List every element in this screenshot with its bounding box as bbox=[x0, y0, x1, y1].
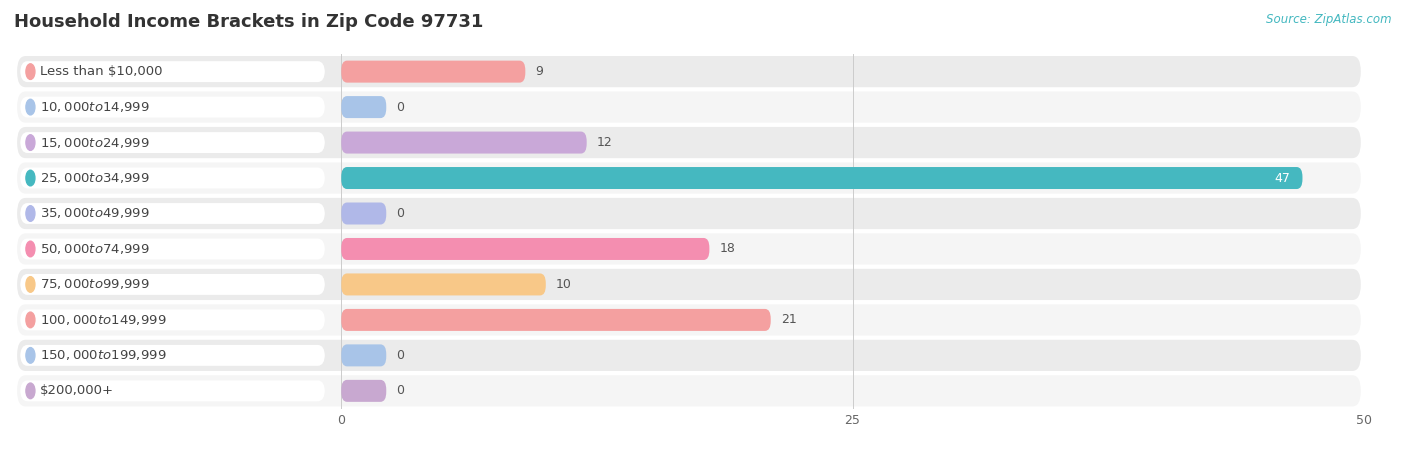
Text: $35,000 to $49,999: $35,000 to $49,999 bbox=[39, 207, 149, 220]
FancyBboxPatch shape bbox=[342, 309, 770, 331]
Text: 10: 10 bbox=[555, 278, 572, 291]
FancyBboxPatch shape bbox=[20, 238, 325, 260]
Circle shape bbox=[25, 64, 35, 79]
FancyBboxPatch shape bbox=[20, 309, 325, 330]
Text: 18: 18 bbox=[720, 242, 735, 255]
Circle shape bbox=[25, 277, 35, 292]
FancyBboxPatch shape bbox=[17, 233, 1361, 264]
Circle shape bbox=[25, 135, 35, 150]
FancyBboxPatch shape bbox=[20, 345, 325, 366]
FancyBboxPatch shape bbox=[342, 202, 387, 224]
Text: $50,000 to $74,999: $50,000 to $74,999 bbox=[39, 242, 149, 256]
FancyBboxPatch shape bbox=[17, 375, 1361, 406]
Text: 9: 9 bbox=[536, 65, 544, 78]
FancyBboxPatch shape bbox=[342, 344, 387, 366]
FancyBboxPatch shape bbox=[342, 132, 586, 154]
Text: Source: ZipAtlas.com: Source: ZipAtlas.com bbox=[1267, 13, 1392, 26]
Text: Household Income Brackets in Zip Code 97731: Household Income Brackets in Zip Code 97… bbox=[14, 13, 484, 31]
FancyBboxPatch shape bbox=[342, 238, 710, 260]
Text: $150,000 to $199,999: $150,000 to $199,999 bbox=[39, 348, 166, 362]
Circle shape bbox=[25, 241, 35, 257]
Text: $200,000+: $200,000+ bbox=[39, 384, 114, 397]
FancyBboxPatch shape bbox=[17, 92, 1361, 123]
Text: 21: 21 bbox=[780, 313, 797, 326]
FancyBboxPatch shape bbox=[20, 380, 325, 401]
FancyBboxPatch shape bbox=[20, 203, 325, 224]
FancyBboxPatch shape bbox=[17, 127, 1361, 158]
Circle shape bbox=[25, 206, 35, 221]
FancyBboxPatch shape bbox=[342, 273, 546, 295]
FancyBboxPatch shape bbox=[342, 61, 526, 83]
FancyBboxPatch shape bbox=[17, 198, 1361, 229]
Text: Less than $10,000: Less than $10,000 bbox=[39, 65, 162, 78]
Text: 0: 0 bbox=[396, 384, 405, 397]
FancyBboxPatch shape bbox=[342, 380, 387, 402]
Text: $10,000 to $14,999: $10,000 to $14,999 bbox=[39, 100, 149, 114]
Text: 0: 0 bbox=[396, 349, 405, 362]
FancyBboxPatch shape bbox=[17, 340, 1361, 371]
Text: $25,000 to $34,999: $25,000 to $34,999 bbox=[39, 171, 149, 185]
Text: 0: 0 bbox=[396, 101, 405, 114]
Circle shape bbox=[25, 99, 35, 115]
Circle shape bbox=[25, 312, 35, 328]
Text: $100,000 to $149,999: $100,000 to $149,999 bbox=[39, 313, 166, 327]
Circle shape bbox=[25, 170, 35, 186]
Text: 12: 12 bbox=[598, 136, 613, 149]
FancyBboxPatch shape bbox=[20, 167, 325, 189]
Text: 47: 47 bbox=[1274, 172, 1291, 185]
FancyBboxPatch shape bbox=[17, 163, 1361, 194]
FancyBboxPatch shape bbox=[17, 304, 1361, 335]
FancyBboxPatch shape bbox=[20, 274, 325, 295]
FancyBboxPatch shape bbox=[20, 97, 325, 118]
Text: $15,000 to $24,999: $15,000 to $24,999 bbox=[39, 136, 149, 150]
Circle shape bbox=[25, 348, 35, 363]
Text: 0: 0 bbox=[396, 207, 405, 220]
FancyBboxPatch shape bbox=[17, 56, 1361, 87]
Circle shape bbox=[25, 383, 35, 399]
FancyBboxPatch shape bbox=[342, 167, 1302, 189]
FancyBboxPatch shape bbox=[20, 132, 325, 153]
FancyBboxPatch shape bbox=[342, 96, 387, 118]
FancyBboxPatch shape bbox=[17, 269, 1361, 300]
FancyBboxPatch shape bbox=[20, 61, 325, 82]
Text: $75,000 to $99,999: $75,000 to $99,999 bbox=[39, 277, 149, 291]
